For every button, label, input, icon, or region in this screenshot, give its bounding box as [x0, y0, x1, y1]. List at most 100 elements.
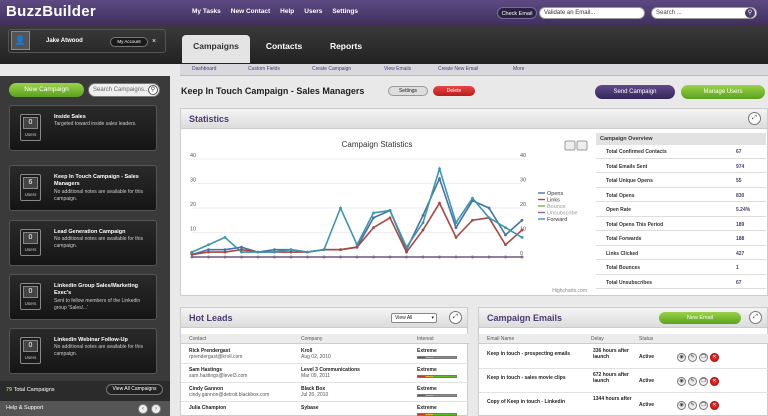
search-input[interactable]: Search ... ⚲ [651, 7, 757, 19]
subnav-dashboard[interactable]: Dashboard [192, 66, 217, 72]
download-icon[interactable] [576, 140, 588, 151]
manage-users-button[interactable]: Manage Users [681, 85, 765, 99]
table-row[interactable]: Julia Champion Sybase Extreme [181, 402, 469, 416]
copy-icon[interactable]: ❐ [699, 353, 708, 362]
table-row[interactable]: Sam Hastings sam.hastings@level3.com Level… [181, 364, 469, 383]
table-row[interactable]: Copy of Keep in touch - Linkedin 1344 hou… [479, 393, 768, 416]
table-row[interactable]: Keep in touch - sales movie clips 672 hou… [479, 369, 768, 393]
view-icon[interactable]: ◉ [677, 353, 686, 362]
hot-leads-filter[interactable]: View All ▾ [391, 313, 437, 323]
campaign-card[interactable]: 0 Users Linkedin Webinar Follow-Up No add… [9, 328, 157, 374]
y-tick-label: 40 [190, 153, 196, 159]
table-row[interactable]: Rick Prendergast rprendergast@kroll.com Kr… [181, 345, 469, 364]
overview-row: Total Unsubscribes 67 [596, 276, 766, 289]
chart-credit[interactable]: Highcharts.com [552, 288, 587, 294]
user-count: 0 [23, 232, 38, 244]
edit-icon[interactable]: ✎ [688, 401, 697, 410]
data-point [471, 218, 474, 222]
nav-new-contact[interactable]: New Contact [230, 8, 271, 15]
subnav-more[interactable]: More [513, 66, 525, 72]
new-campaign-button[interactable]: New Campaign [9, 83, 84, 97]
data-point [421, 213, 425, 217]
nav-settings[interactable]: Settings [332, 8, 358, 15]
lead-email[interactable]: cindy.gannon@detroit.blackbox.com [189, 392, 270, 398]
tab-contacts[interactable]: Contacts [265, 41, 303, 51]
campaign-desc: No additional notes are available for th… [54, 344, 143, 357]
campaign-card[interactable]: 0 Users Lead Generation Campaign No addit… [9, 220, 157, 266]
subnav-create-campaign[interactable]: Create Campaign [312, 66, 352, 72]
check-email-button[interactable]: Check Email [497, 7, 537, 19]
edit-icon[interactable]: ✎ [688, 377, 697, 386]
lead-company: Sybase [301, 405, 319, 411]
lead-email[interactable]: sam.hastings@level3.com [189, 373, 248, 379]
campaign-desc: Sent to fellow members of the Linkedin g… [54, 298, 141, 311]
data-point [372, 211, 375, 215]
lead-email[interactable]: rprendergast@kroll.com [189, 354, 243, 360]
campaign-search-input[interactable]: Search Campaigns... ⚲ [88, 83, 160, 97]
user-name: Jake Atwood [46, 38, 83, 44]
close-icon[interactable]: × [152, 38, 157, 45]
delete-button[interactable]: Delete [433, 86, 475, 96]
y-tick-label-right: 0 [520, 251, 523, 257]
legend-label[interactable]: Forward [547, 217, 567, 223]
view-icon[interactable]: ◉ [677, 377, 686, 386]
nav-help[interactable]: Help [280, 8, 295, 15]
data-point [372, 216, 375, 220]
data-point [421, 255, 425, 259]
new-email-button[interactable]: New Email [659, 312, 741, 324]
email-name[interactable]: Keep in touch - prospecting emails [487, 351, 571, 357]
lead-name: Rick Prendergast [189, 348, 231, 354]
campaign-card[interactable]: 6 Users Keep In Touch Campaign - Sales Ma… [9, 165, 157, 211]
data-point [355, 245, 359, 249]
tab-campaigns[interactable]: Campaigns [182, 35, 250, 63]
expand-icon[interactable]: ⤢ [749, 311, 762, 324]
data-point [256, 255, 260, 259]
view-all-campaigns-button[interactable]: View All Campaigns [106, 384, 163, 395]
lead-interest: Extreme [417, 348, 437, 354]
legend-label[interactable]: Links [547, 198, 560, 204]
user-count: 0 [23, 340, 38, 352]
email-name[interactable]: Keep in touch - sales movie clips [487, 375, 566, 381]
email-name[interactable]: Copy of Keep in touch - Linkedin [487, 399, 566, 405]
data-point [240, 250, 243, 254]
logo[interactable]: BuzzBuilder [6, 3, 96, 20]
nav-my-tasks[interactable]: My Tasks [192, 8, 221, 15]
table-row[interactable]: Keep in touch - prospecting emails 336 ho… [479, 345, 768, 369]
subnav-custom-fields[interactable]: Custom Fields [248, 66, 280, 72]
nav-users[interactable]: Users [304, 8, 323, 15]
settings-button[interactable]: Settings [388, 86, 428, 96]
next-icon[interactable]: › [151, 404, 161, 414]
send-campaign-button[interactable]: Send Campaign [595, 85, 675, 99]
delete-icon[interactable]: ✕ [710, 353, 719, 362]
search-icon[interactable]: ⚲ [148, 85, 158, 95]
delete-icon[interactable]: ✕ [710, 377, 719, 386]
my-account-button[interactable]: My Account [110, 37, 148, 47]
col-status: Status [639, 336, 654, 342]
help-support-link[interactable]: Help & Support [0, 401, 170, 416]
legend-label[interactable]: Unsubscribe [547, 211, 578, 217]
campaign-title: Linkedin Group Sales/Marketing Exec's [54, 283, 139, 296]
copy-icon[interactable]: ❐ [699, 401, 708, 410]
legend-label[interactable]: Bounce [547, 204, 566, 210]
view-icon[interactable]: ◉ [677, 401, 686, 410]
expand-icon[interactable]: ⤢ [748, 112, 761, 125]
avatar[interactable]: 👤 [11, 31, 30, 50]
subnav-create-new-email[interactable]: Create New Email [438, 66, 479, 72]
edit-icon[interactable]: ✎ [688, 353, 697, 362]
interest-meter [417, 394, 457, 397]
prev-icon[interactable]: ‹ [138, 404, 148, 414]
search-icon[interactable]: ⚲ [745, 8, 755, 18]
print-icon[interactable] [564, 140, 576, 151]
campaign-card[interactable]: 0 Users Inside Sales Targeted toward insi… [9, 105, 157, 151]
copy-icon[interactable]: ❐ [699, 377, 708, 386]
campaign-card[interactable]: 0 Users Linkedin Group Sales/Marketing Ex… [9, 274, 157, 320]
table-row[interactable]: Cindy Gannon cindy.gannon@detroit.blackbo… [181, 383, 469, 402]
expand-icon[interactable]: ⤢ [449, 311, 462, 324]
tab-reports[interactable]: Reports [329, 41, 363, 51]
legend-label[interactable]: Opens [547, 191, 563, 197]
subnav-view-emails[interactable]: View Emails [384, 66, 412, 72]
hot-leads-header: Hot Leads View All ▾ ⤢ [181, 308, 467, 328]
delete-icon[interactable]: ✕ [710, 401, 719, 410]
y-tick-label: 30 [190, 178, 196, 184]
validate-email-input[interactable]: Validate an Email... [539, 7, 645, 19]
